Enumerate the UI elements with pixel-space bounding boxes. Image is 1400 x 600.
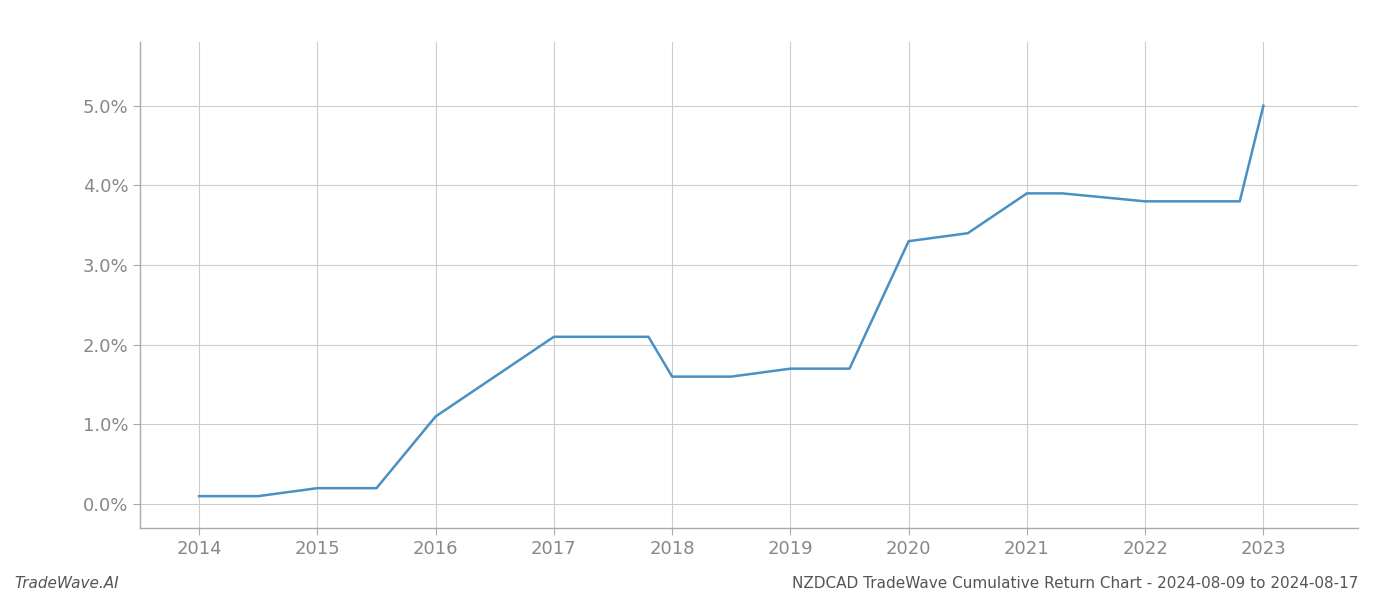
Text: NZDCAD TradeWave Cumulative Return Chart - 2024-08-09 to 2024-08-17: NZDCAD TradeWave Cumulative Return Chart… [791, 576, 1358, 591]
Text: TradeWave.AI: TradeWave.AI [14, 576, 119, 591]
